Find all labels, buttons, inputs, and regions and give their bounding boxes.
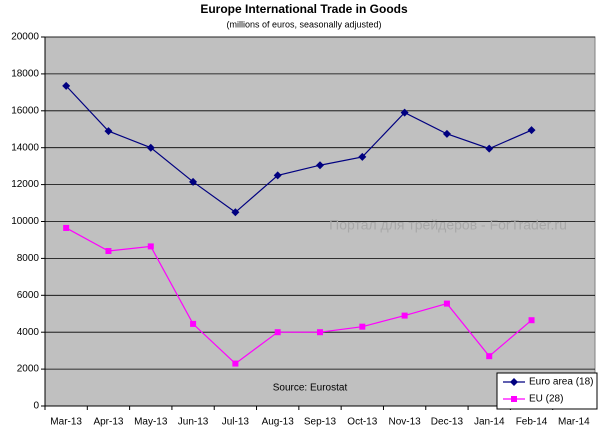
series-line <box>65 227 532 365</box>
x-tick-label: Jan-14 <box>474 417 505 428</box>
source-annotation: Source: Eurostat <box>273 383 348 394</box>
data-point <box>359 323 366 330</box>
legend-marker <box>511 396 517 402</box>
data-point <box>528 317 535 324</box>
y-tick-label: 18000 <box>11 69 39 80</box>
data-point <box>401 312 408 319</box>
data-point <box>105 248 112 255</box>
y-tick-label: 4000 <box>17 327 40 338</box>
data-point <box>231 208 240 217</box>
x-tick-label: Dec-13 <box>431 417 464 428</box>
series-line <box>65 85 532 214</box>
x-tick-label: Sep-13 <box>304 417 337 428</box>
data-point <box>232 360 239 367</box>
chart-title: Europe International Trade in Goods <box>200 2 408 16</box>
x-tick-label: Jun-13 <box>178 417 209 428</box>
legend-label: EU (28) <box>529 394 563 405</box>
x-tick-label: Mar-14 <box>558 417 590 428</box>
data-point <box>486 353 493 360</box>
data-point <box>443 300 450 307</box>
x-tick-label: Nov-13 <box>388 417 421 428</box>
x-tick-label: Mar-13 <box>50 417 82 428</box>
x-tick-label: Jul-13 <box>222 417 250 428</box>
y-tick-label: 12000 <box>11 179 39 190</box>
x-tick-label: May-13 <box>134 417 168 428</box>
data-point <box>527 126 536 135</box>
y-tick-label: 0 <box>33 401 39 412</box>
x-tick-label: Aug-13 <box>262 417 295 428</box>
y-tick-label: 16000 <box>11 105 39 116</box>
data-point <box>317 329 323 336</box>
data-point <box>63 224 70 231</box>
y-tick-label: 20000 <box>11 32 39 43</box>
y-tick-label: 14000 <box>11 142 39 153</box>
legend-marker <box>510 378 518 386</box>
data-point <box>104 127 113 136</box>
data-point <box>274 329 281 336</box>
legend-label: Euro area (18) <box>529 377 593 388</box>
data-point <box>189 177 198 186</box>
data-point <box>442 129 451 138</box>
watermark: Портал для трейдеров - ForTrader.ru <box>329 217 567 233</box>
data-point <box>190 320 197 327</box>
y-tick-label: 10000 <box>11 216 39 227</box>
data-point <box>316 161 324 170</box>
x-tick-label: Apr-13 <box>93 417 123 428</box>
y-tick-label: 8000 <box>17 253 40 264</box>
x-tick-label: Feb-14 <box>516 417 548 428</box>
data-point <box>273 171 282 180</box>
chart-subtitle: (millions of euros, seasonally adjusted) <box>226 19 381 29</box>
data-point <box>358 152 367 161</box>
data-point <box>147 243 154 250</box>
data-point <box>62 81 71 90</box>
data-point <box>146 143 155 152</box>
y-tick-label: 2000 <box>17 364 40 375</box>
data-point <box>485 144 494 153</box>
data-point <box>400 108 409 117</box>
y-tick-label: 6000 <box>17 290 40 301</box>
x-tick-label: Oct-13 <box>347 417 377 428</box>
